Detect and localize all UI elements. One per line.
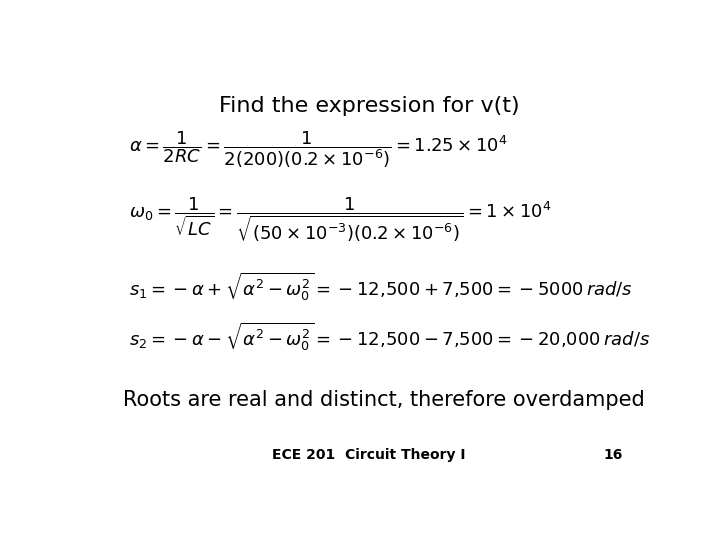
Text: $s_1 = -\alpha + \sqrt{\alpha^2 - \omega_0^2} = -12{,}500 + 7{,}500 = -5000\,rad: $s_1 = -\alpha + \sqrt{\alpha^2 - \omega… [129, 271, 633, 303]
Text: Find the expression for v(t): Find the expression for v(t) [219, 96, 519, 116]
Text: ECE 201  Circuit Theory I: ECE 201 Circuit Theory I [272, 448, 466, 462]
Text: $\omega_0 = \dfrac{1}{\sqrt{LC}} = \dfrac{1}{\sqrt{(50 \times 10^{-3})(0.2 \time: $\omega_0 = \dfrac{1}{\sqrt{LC}} = \dfra… [129, 196, 552, 245]
Text: Roots are real and distinct, therefore overdamped: Roots are real and distinct, therefore o… [124, 389, 645, 409]
Text: $s_2 = -\alpha - \sqrt{\alpha^2 - \omega_0^2} = -12{,}500 - 7{,}500 = -20{,}000\: $s_2 = -\alpha - \sqrt{\alpha^2 - \omega… [129, 321, 650, 353]
Text: 16: 16 [603, 448, 623, 462]
Text: $\alpha = \dfrac{1}{2RC} = \dfrac{1}{2(200)(0.2 \times 10^{-6})} = 1.25 \times 1: $\alpha = \dfrac{1}{2RC} = \dfrac{1}{2(2… [129, 130, 508, 171]
